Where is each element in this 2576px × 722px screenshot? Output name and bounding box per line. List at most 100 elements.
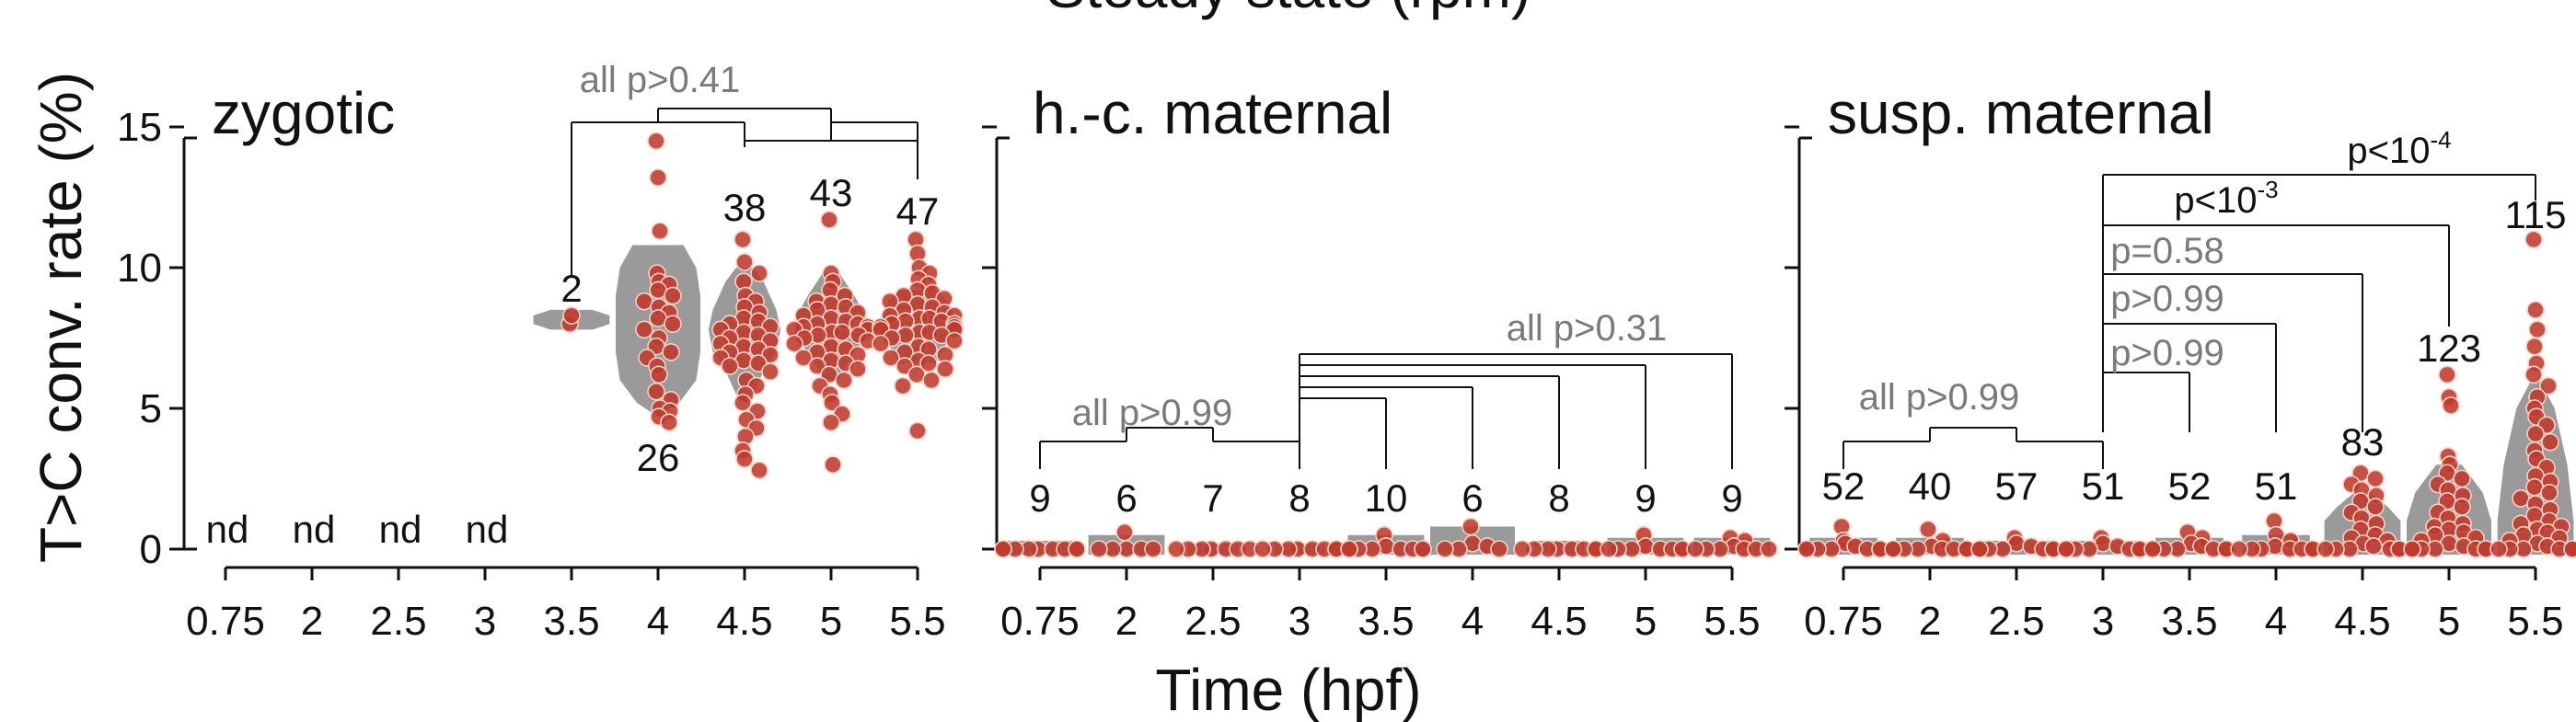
data-point bbox=[1461, 517, 1480, 536]
data-point bbox=[662, 342, 680, 361]
data-point bbox=[1436, 540, 1454, 558]
x-tick-label: 5.5 bbox=[1704, 599, 1760, 644]
data-point bbox=[761, 362, 780, 382]
data-point bbox=[2525, 337, 2544, 356]
data-point bbox=[2316, 540, 2335, 558]
data-point bbox=[2528, 320, 2547, 339]
x-tick-label: 4.5 bbox=[2334, 599, 2390, 644]
n-count-label: 26 bbox=[637, 436, 680, 479]
n-count-label: 10 bbox=[1365, 476, 1408, 520]
data-point bbox=[994, 540, 1012, 558]
x-axis-title: Time (hpf) bbox=[1155, 657, 1421, 722]
data-point bbox=[822, 413, 840, 432]
x-tick-label: 2.5 bbox=[1988, 599, 2044, 644]
y-tick-label: 10 bbox=[117, 246, 162, 291]
x-tick-label: 3.5 bbox=[2161, 599, 2217, 644]
data-point bbox=[2539, 376, 2558, 395]
x-tick-label: 3.5 bbox=[543, 599, 599, 644]
data-point bbox=[872, 334, 890, 353]
data-point bbox=[820, 211, 838, 229]
data-point bbox=[2364, 537, 2383, 556]
x-tick-label: 2.5 bbox=[1184, 599, 1241, 644]
x-tick-label: 2 bbox=[301, 599, 323, 644]
x-tick-label: 0.75 bbox=[1000, 599, 1080, 644]
data-point bbox=[785, 334, 803, 353]
n-count-label: 52 bbox=[2168, 464, 2212, 508]
data-point bbox=[2453, 469, 2471, 488]
panel-susp-maternal: susp. maternal 0.75 2 2.5 3 3.5 4 4.5 5 5.5 52 40 5… bbox=[1785, 80, 2576, 644]
n-count-label: 51 bbox=[2082, 464, 2125, 508]
comparison-label: all p>0.31 bbox=[1507, 308, 1668, 349]
data-point bbox=[2526, 301, 2545, 319]
data-point bbox=[2403, 540, 2421, 558]
data-point bbox=[734, 394, 752, 412]
data-point bbox=[734, 230, 752, 249]
comparison-label: all p>0.41 bbox=[580, 60, 741, 100]
x-tick-label: 2.5 bbox=[370, 599, 426, 644]
comparison-label: p<10-3 bbox=[2174, 176, 2278, 221]
data-point bbox=[1090, 540, 1108, 558]
n-count-label: 6 bbox=[1115, 476, 1137, 520]
y-axis-title: T>C conv. rate (%) bbox=[28, 72, 94, 563]
data-point bbox=[833, 323, 851, 342]
data-point bbox=[2143, 540, 2162, 558]
y-tick-label: 5 bbox=[140, 386, 162, 431]
data-point bbox=[664, 315, 682, 334]
n-count-label: 52 bbox=[1822, 464, 1866, 508]
n-count-label: nd bbox=[206, 508, 249, 551]
n-count-label: nd bbox=[293, 508, 336, 551]
data-point bbox=[1340, 540, 1358, 558]
n-count-label: 57 bbox=[1995, 464, 2039, 508]
data-point bbox=[635, 320, 653, 339]
data-point bbox=[835, 371, 853, 390]
data-point bbox=[562, 306, 581, 325]
data-point bbox=[2442, 396, 2460, 415]
data-point bbox=[647, 132, 665, 151]
data-point bbox=[1068, 540, 1086, 558]
x-tick-label: 5.5 bbox=[2507, 599, 2563, 644]
n-count-label: nd bbox=[379, 508, 422, 551]
n-count-label: nd bbox=[466, 508, 509, 551]
data-point bbox=[908, 421, 927, 441]
data-point bbox=[1600, 540, 1618, 558]
data-point bbox=[1884, 540, 1902, 558]
x-tick-label: 5 bbox=[1635, 599, 1657, 644]
x-tick-label: 0.75 bbox=[186, 599, 265, 644]
x-tick-label: 3 bbox=[2092, 599, 2114, 644]
n-count-label: 2 bbox=[560, 267, 582, 310]
x-tick-label: 4 bbox=[2265, 599, 2287, 644]
panel-hc-maternal: h.-c. maternal 0.75 2 2.5 3 3.5 4 4.5 5 5.5 9 6 7 8 1… bbox=[982, 80, 1778, 644]
data-point bbox=[1253, 540, 1272, 558]
comparison-exponent: -4 bbox=[2430, 126, 2451, 154]
data-point bbox=[936, 360, 954, 378]
data-point bbox=[1970, 540, 1989, 558]
data-point bbox=[2230, 540, 2248, 558]
data-point bbox=[750, 264, 768, 282]
x-tick-label: 3.5 bbox=[1357, 599, 1414, 644]
data-point bbox=[647, 382, 665, 401]
x-tick-label: 4.5 bbox=[1531, 599, 1587, 644]
n-count-label: 43 bbox=[810, 171, 853, 214]
data-point bbox=[664, 286, 682, 305]
x-tick-label: 3 bbox=[1288, 599, 1311, 644]
data-point bbox=[2438, 365, 2456, 384]
x-tick-label: 5.5 bbox=[889, 599, 945, 644]
data-point bbox=[1797, 540, 1816, 558]
data-point bbox=[735, 450, 754, 468]
data-point bbox=[1414, 540, 1432, 558]
data-point bbox=[919, 354, 938, 372]
n-count-label: 9 bbox=[1029, 476, 1050, 520]
n-count-label: 9 bbox=[1635, 476, 1656, 520]
data-point bbox=[1167, 540, 1185, 558]
n-count-label: 6 bbox=[1461, 476, 1483, 520]
data-point bbox=[1760, 540, 1778, 558]
comparison-label: p>0.99 bbox=[2110, 279, 2224, 319]
data-point bbox=[794, 349, 813, 367]
x-tick-label: 4 bbox=[1461, 599, 1484, 644]
data-point bbox=[922, 371, 941, 390]
data-point bbox=[894, 376, 912, 395]
comparison-label: all p>0.99 bbox=[1072, 393, 1233, 433]
panel-title: susp. maternal bbox=[1828, 80, 2214, 146]
